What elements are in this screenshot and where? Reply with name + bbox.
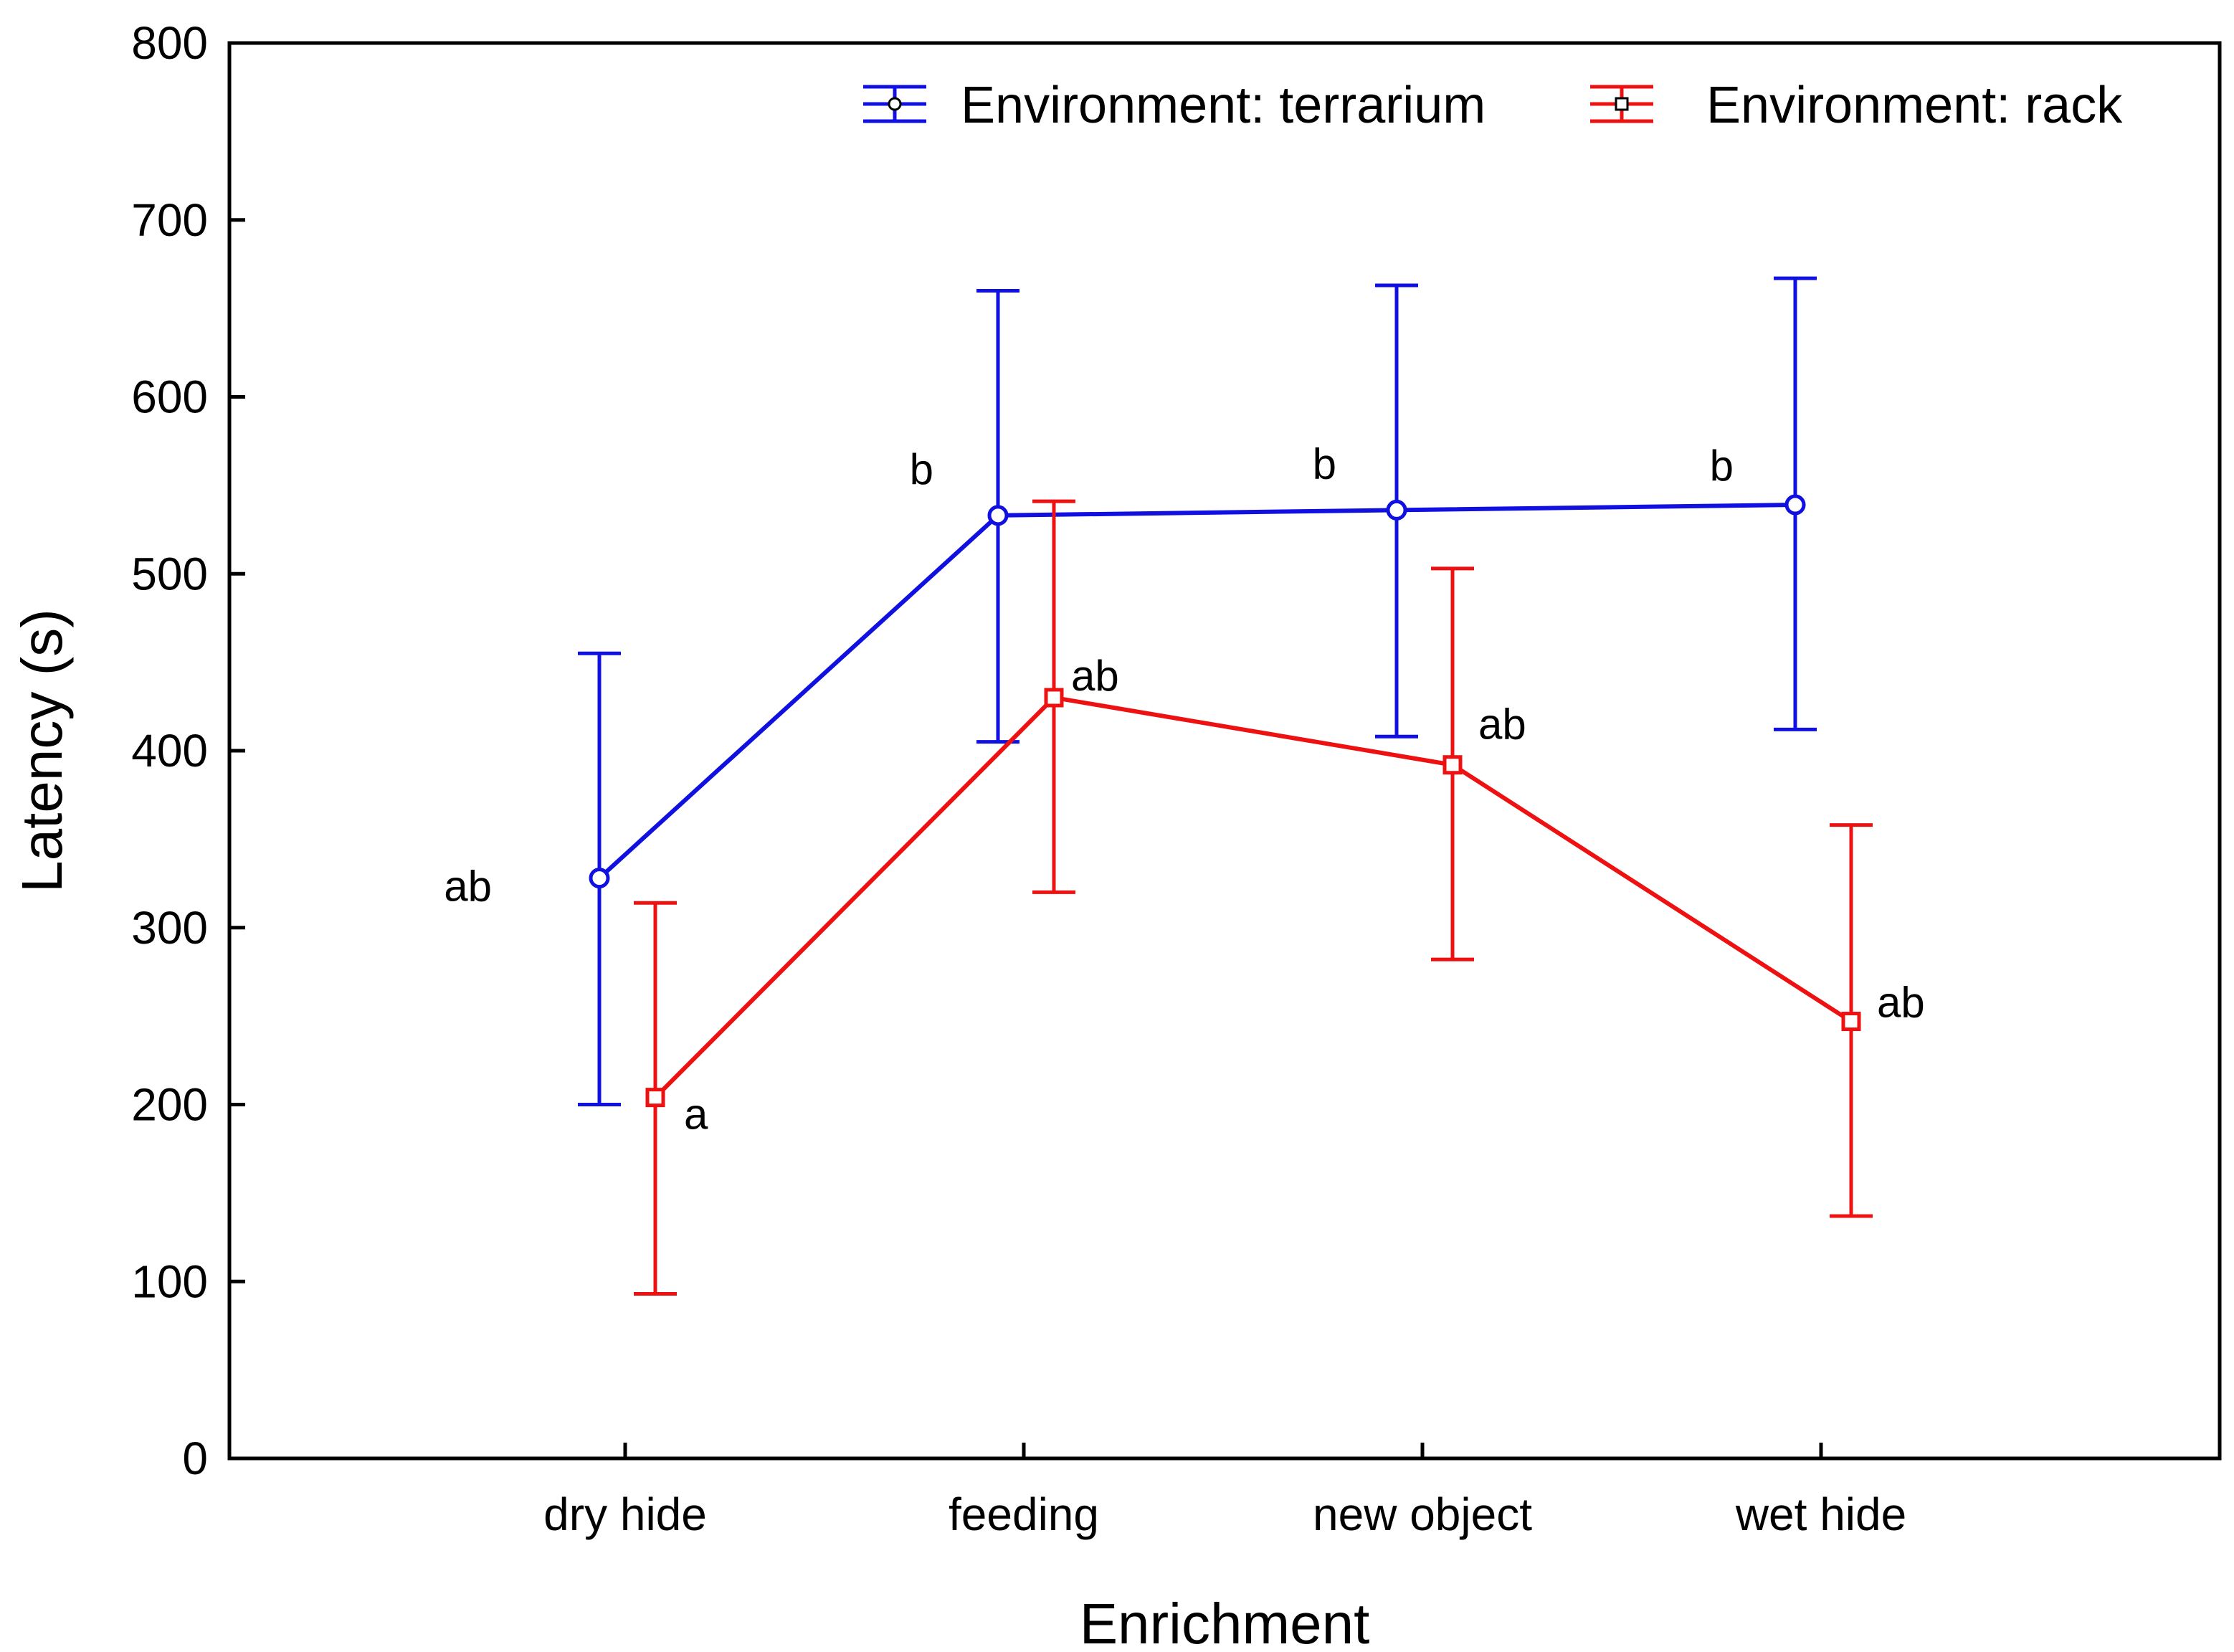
x-tick-label: wet hide xyxy=(1735,1489,1906,1540)
data-point xyxy=(1044,688,1064,708)
series-line xyxy=(597,503,1796,880)
significance-label: ab xyxy=(1071,652,1119,700)
data-point xyxy=(987,505,1009,526)
y-tick-label: 500 xyxy=(131,548,208,599)
series-line xyxy=(653,695,1853,1099)
significance-label: ab xyxy=(1877,979,1925,1027)
significance-label: a xyxy=(684,1091,708,1139)
significance-label: b xyxy=(910,445,933,493)
significance-label: b xyxy=(1710,442,1734,490)
x-tick-label: feeding xyxy=(949,1489,1099,1540)
y-tick-label: 300 xyxy=(131,902,208,954)
y-tick-label: 400 xyxy=(131,725,208,777)
x-tick-label: dry hide xyxy=(543,1489,707,1540)
data-point xyxy=(1784,494,1806,516)
y-tick-label: 100 xyxy=(131,1255,208,1307)
x-axis-title: Enrichment xyxy=(1080,1592,1370,1652)
plot-frame xyxy=(227,41,2222,1461)
x-axis: dry hide feeding new object wet hide xyxy=(543,1443,1906,1540)
significance-label: ab xyxy=(1478,701,1526,749)
legend-marker xyxy=(1615,97,1629,111)
legend-marker xyxy=(888,97,902,111)
legend-label: Environment: rack xyxy=(1706,77,2123,134)
series-terrarium xyxy=(578,276,1817,1106)
y-tick-label: 600 xyxy=(131,371,208,423)
y-tick-label: 0 xyxy=(182,1433,208,1484)
series-layer xyxy=(578,276,1873,1296)
data-point xyxy=(645,1088,665,1108)
y-axis: 0 100 200 300 400 500 600 700 800 xyxy=(131,17,245,1484)
legend-item-terrarium: Environment: terrarium xyxy=(863,77,1486,134)
legend-label: Environment: terrarium xyxy=(961,77,1486,134)
y-tick-label: 700 xyxy=(131,194,208,246)
data-point xyxy=(1442,755,1463,775)
significance-label: b xyxy=(1313,440,1336,488)
data-point xyxy=(589,868,610,889)
legend: Environment: terrarium Environment: rack xyxy=(863,77,2123,134)
annotation-layer: ab b b b a ab ab ab xyxy=(444,440,1925,1138)
y-axis-title: Latency (s) xyxy=(10,609,74,893)
y-tick-label: 800 xyxy=(131,17,208,69)
significance-label: ab xyxy=(444,863,492,911)
data-point xyxy=(1841,1012,1861,1032)
series-rack xyxy=(634,499,1873,1296)
x-tick-label: new object xyxy=(1313,1489,1532,1540)
legend-item-rack: Environment: rack xyxy=(1590,77,2123,134)
data-point xyxy=(1386,499,1407,521)
y-tick-label: 200 xyxy=(131,1079,208,1131)
